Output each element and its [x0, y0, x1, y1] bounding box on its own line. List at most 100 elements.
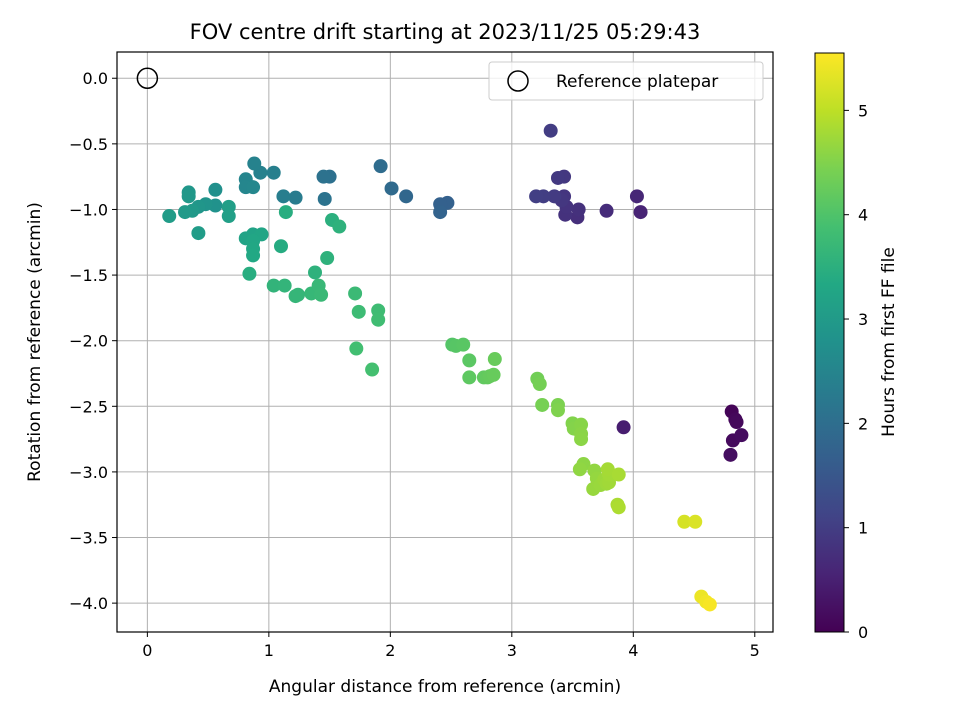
data-point	[365, 362, 380, 377]
data-point	[348, 286, 363, 301]
data-point	[221, 209, 236, 224]
data-point	[266, 278, 281, 293]
data-point	[247, 156, 262, 171]
data-point	[162, 209, 177, 224]
data-point	[278, 205, 293, 220]
data-point	[462, 353, 477, 368]
data-point	[332, 219, 347, 234]
data-point	[550, 403, 565, 418]
data-point	[702, 597, 717, 612]
data-point	[291, 287, 306, 302]
data-point	[208, 182, 223, 197]
data-point	[371, 312, 386, 327]
colorbar-gradient	[814, 52, 845, 633]
data-point	[486, 367, 501, 382]
data-point	[616, 420, 631, 435]
y-tick-label: −1.0	[69, 200, 108, 219]
chart-title: FOV centre drift starting at 2023/11/25 …	[190, 20, 701, 44]
data-point	[723, 447, 738, 462]
colorbar-label: Hours from first FF file	[879, 247, 899, 437]
y-tick-label: −3.0	[69, 463, 108, 482]
legend: Reference platepar	[488, 61, 764, 101]
data-point	[571, 202, 586, 217]
y-axis-label: Rotation from reference (arcmin)	[25, 202, 45, 482]
data-point	[543, 123, 558, 138]
data-point	[599, 203, 614, 218]
data-point	[611, 467, 626, 482]
data-point	[277, 278, 292, 293]
data-point	[729, 415, 744, 430]
data-point	[373, 159, 388, 174]
x-tick-label: 0	[142, 641, 152, 660]
legend-label: Reference platepar	[556, 72, 718, 92]
x-tick-label: 3	[507, 641, 517, 660]
y-tick-label: 0.0	[83, 69, 108, 88]
data-point	[462, 370, 477, 385]
y-tick-label: −1.5	[69, 266, 108, 285]
data-point	[191, 226, 206, 241]
data-point	[308, 265, 323, 280]
data-point	[246, 180, 261, 195]
colorbar-tick-label: 2	[858, 414, 868, 433]
y-tick-label: −2.0	[69, 332, 108, 351]
data-point	[274, 239, 288, 254]
y-axis: 0.0 −0.5 −1.0 −1.5 −2.0 −2.5 −3.0 −3.5 −4.0	[69, 69, 117, 613]
x-tick-label: 4	[628, 641, 638, 660]
data-point	[288, 190, 303, 205]
y-tick-label: −2.5	[69, 397, 108, 416]
data-point	[677, 514, 692, 529]
reference-marker	[136, 67, 159, 89]
plot-frame	[116, 51, 774, 633]
data-point	[181, 189, 196, 204]
data-point	[572, 462, 587, 477]
legend-marker	[507, 70, 529, 92]
data-point	[317, 191, 332, 206]
legend-box	[488, 61, 764, 101]
data-point	[629, 189, 644, 204]
colorbar: 0 1 2 3 4 5 Hours from first FF file	[814, 52, 899, 642]
colorbar-tick-label: 1	[858, 519, 868, 538]
data-point	[351, 304, 366, 319]
data-point	[314, 287, 329, 302]
data-point	[320, 251, 335, 266]
grid	[117, 52, 773, 632]
data-point	[535, 397, 550, 412]
colorbar-tick-label: 3	[858, 310, 868, 329]
colorbar-tick-label: 0	[858, 623, 868, 642]
colorbar-tick-label: 5	[858, 101, 868, 120]
data-point	[550, 170, 565, 185]
data-point	[574, 432, 589, 447]
x-tick-label: 1	[264, 641, 274, 660]
x-axis-label: Angular distance from reference (arcmin)	[269, 677, 621, 697]
colorbar-ticks: 0 1 2 3 4 5	[844, 101, 868, 642]
data-point	[242, 266, 257, 281]
data-point	[349, 341, 364, 356]
colorbar-tick-label: 4	[858, 206, 868, 225]
data-point	[384, 181, 399, 196]
data-point	[688, 514, 703, 529]
y-tick-label: −0.5	[69, 135, 108, 154]
data-points	[162, 123, 749, 612]
data-point	[487, 352, 502, 367]
reference-platepar-point	[136, 67, 159, 89]
x-tick-label: 2	[385, 641, 395, 660]
data-point	[529, 189, 544, 204]
data-point	[734, 428, 749, 443]
y-tick-label: −4.0	[69, 594, 108, 613]
data-point	[399, 189, 414, 204]
data-point	[246, 248, 261, 263]
data-point	[633, 205, 648, 220]
data-point	[547, 189, 562, 204]
data-point	[276, 189, 291, 204]
x-axis: 0 1 2 3 4 5	[142, 632, 760, 660]
data-point	[266, 165, 281, 180]
data-point	[600, 462, 615, 477]
data-point	[316, 169, 331, 184]
data-point	[433, 205, 448, 220]
data-point	[178, 205, 193, 220]
y-tick-label: −3.5	[69, 529, 108, 548]
data-point	[532, 376, 547, 391]
data-point	[456, 337, 471, 352]
x-tick-label: 5	[750, 641, 760, 660]
